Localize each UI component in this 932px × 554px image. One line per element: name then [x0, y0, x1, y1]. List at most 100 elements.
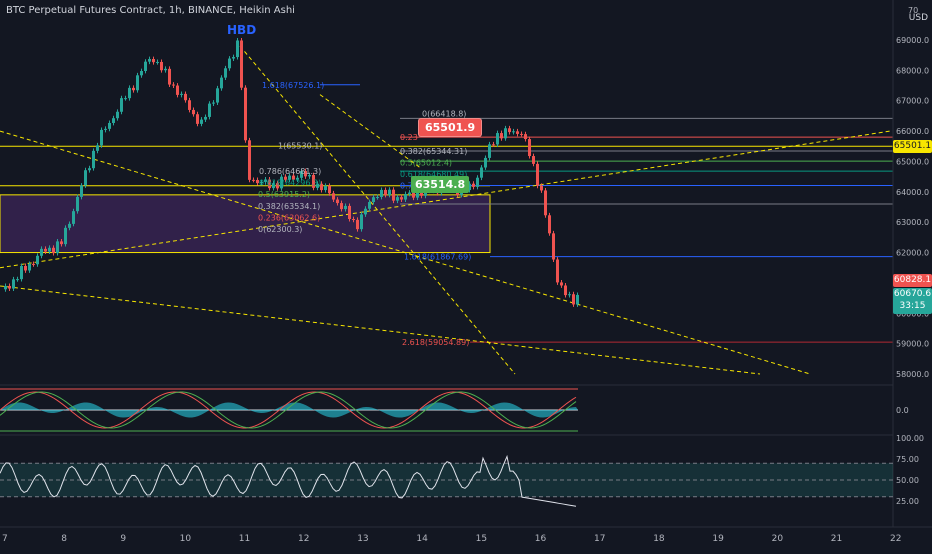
candle-body: [396, 197, 399, 201]
candle-body: [348, 205, 351, 220]
candle-body: [52, 247, 55, 254]
candle-body: [376, 196, 379, 198]
trend-line: [0, 285, 761, 375]
candle-body: [96, 145, 99, 151]
candle-body: [420, 192, 423, 196]
candle-body: [336, 199, 339, 204]
osc-histogram: [0, 402, 578, 418]
candle-body: [548, 215, 551, 234]
fib-label-right: 0.5(65012.4): [400, 159, 452, 168]
candle-body: [468, 183, 471, 191]
candle-body: [92, 150, 95, 169]
candle-body: [340, 203, 343, 210]
candle-body: [224, 68, 227, 78]
candle-body: [408, 192, 411, 194]
candle-body: [84, 170, 87, 186]
candle-body: [356, 219, 359, 230]
candle-body: [68, 223, 71, 228]
candle-body: [8, 285, 11, 289]
fib-label-1618: 1.618(61867.69): [404, 253, 471, 262]
time-axis-label: 12: [298, 534, 309, 544]
candle-body: [476, 177, 479, 187]
candle-body: [144, 61, 147, 71]
candle-body: [220, 77, 223, 89]
candle-body: [64, 227, 67, 245]
trend-line: [0, 130, 891, 269]
candle-body: [240, 40, 243, 88]
candle-body: [168, 68, 171, 85]
candle-body: [528, 139, 531, 157]
candle-body: [232, 57, 235, 59]
candle-body: [252, 179, 255, 181]
candle-body: [568, 294, 571, 296]
candle-body: [300, 171, 303, 178]
candle-body: [112, 118, 115, 123]
trend-line: [319, 94, 421, 168]
candle-body: [416, 192, 419, 198]
candle-body: [504, 128, 507, 139]
candle-body: [192, 109, 195, 115]
fib-label-left: 0.5(63915.2): [258, 190, 310, 199]
zone-border: [0, 194, 491, 254]
candle-body: [292, 175, 295, 180]
candle-body: [140, 70, 143, 76]
candle-body: [344, 205, 347, 210]
candle-body: [524, 134, 527, 140]
time-axis-label: 16: [535, 534, 547, 544]
osc-macd-line: [0, 391, 577, 429]
candle-body: [556, 259, 559, 283]
candle-body: [88, 168, 91, 171]
candle-body: [136, 75, 139, 91]
candle-body: [368, 202, 371, 209]
candle-body: [12, 279, 15, 289]
candle-body: [276, 183, 279, 189]
candle-body: [268, 179, 271, 189]
candle-body: [128, 87, 131, 99]
price-axis-tick: 68000.0: [896, 66, 929, 75]
candle-body: [360, 214, 363, 230]
candle-body: [352, 219, 355, 221]
candle-body: [288, 175, 291, 180]
bar-countdown: 33:15: [899, 301, 926, 311]
fib-label-right: 0.618(64680.49): [400, 170, 467, 179]
fib-label-left: 0.618(64296.3): [259, 179, 321, 188]
fib-label-0: 0(66418.8): [422, 109, 466, 118]
fib-label-right: 0.382(65344.31): [400, 147, 467, 156]
candle-body: [176, 85, 179, 95]
price-axis-tick: 58000.0: [896, 370, 929, 379]
candle-body: [412, 192, 415, 198]
time-axis-label: 10: [180, 534, 192, 544]
price-axis-tick: 65000.0: [896, 157, 929, 166]
osc-axis-tick: 0.0: [896, 406, 909, 415]
candle-body: [180, 93, 183, 95]
price-axis-tick: 64000.0: [896, 188, 929, 197]
candle-body: [164, 68, 167, 71]
rsi-axis-tick: 75.00: [896, 455, 919, 464]
price-tag-green: 60670.6 33:15: [893, 288, 932, 314]
candle-body: [60, 241, 63, 245]
candle-body: [564, 285, 567, 296]
trend-line: [0, 130, 811, 375]
candle-body: [32, 263, 35, 265]
candle-body: [372, 197, 375, 203]
candle-body: [532, 156, 535, 164]
price-axis-tick: 62000.0: [896, 249, 929, 258]
candle-body: [148, 58, 151, 62]
candle-body: [120, 98, 123, 112]
candle-body: [540, 185, 543, 191]
currency-label[interactable]: USD: [908, 13, 928, 23]
candle-body: [572, 294, 575, 305]
candle-body: [284, 176, 287, 180]
time-axis-label: 21: [831, 534, 842, 544]
candle-body: [404, 193, 407, 200]
candle-body: [552, 233, 555, 260]
time-axis-label: 7: [2, 534, 8, 544]
candle-body: [160, 61, 163, 71]
candle-body: [108, 122, 111, 129]
fib-label-1: 1(65530.1): [278, 141, 322, 150]
candle-body: [104, 128, 107, 130]
candle-body: [116, 111, 119, 119]
trend-line: [239, 45, 516, 375]
